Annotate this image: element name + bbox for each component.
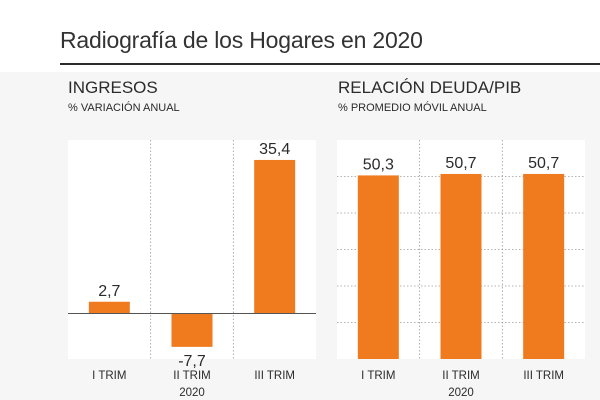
- ingresos-category-label: III TRIM: [254, 370, 295, 382]
- ingresos-year-label: 2020: [179, 387, 205, 399]
- deuda-value-label: 50,3: [363, 156, 394, 173]
- deuda-category-label: II TRIM: [442, 370, 479, 382]
- title-bar: [0, 0, 600, 72]
- ingresos-value-label: -7,7: [178, 353, 206, 370]
- page-title: Radiografía de los Hogares en 2020: [60, 27, 423, 53]
- ingresos-category-label: II TRIM: [173, 370, 210, 382]
- ingresos-bar: [254, 159, 296, 314]
- deuda-chart-title: RELACIÓN DEUDA/PIB: [338, 78, 522, 97]
- ingresos-bar: [171, 313, 213, 347]
- ingresos-category-label: I TRIM: [92, 370, 126, 382]
- ingresos-chart-title: INGRESOS: [68, 78, 158, 97]
- deuda-category-label: III TRIM: [523, 370, 564, 382]
- deuda-bar: [440, 173, 482, 359]
- deuda-value-label: 50,7: [445, 155, 476, 172]
- ingresos-value-label: 2,7: [98, 283, 120, 300]
- deuda-value-label: 50,7: [528, 155, 559, 172]
- deuda-bar: [357, 175, 399, 359]
- title-divider: [60, 63, 600, 65]
- deuda-category-label: I TRIM: [361, 370, 395, 382]
- ingresos-bar: [88, 301, 130, 314]
- deuda-chart-subtitle: % PROMEDIO MÓVIL ANUAL: [338, 102, 487, 114]
- ingresos-value-label: 35,4: [259, 141, 290, 158]
- ingresos-chart-subtitle: % VARIACIÓN ANUAL: [68, 102, 180, 114]
- deuda-bar: [523, 173, 565, 359]
- deuda-year-label: 2020: [448, 387, 474, 399]
